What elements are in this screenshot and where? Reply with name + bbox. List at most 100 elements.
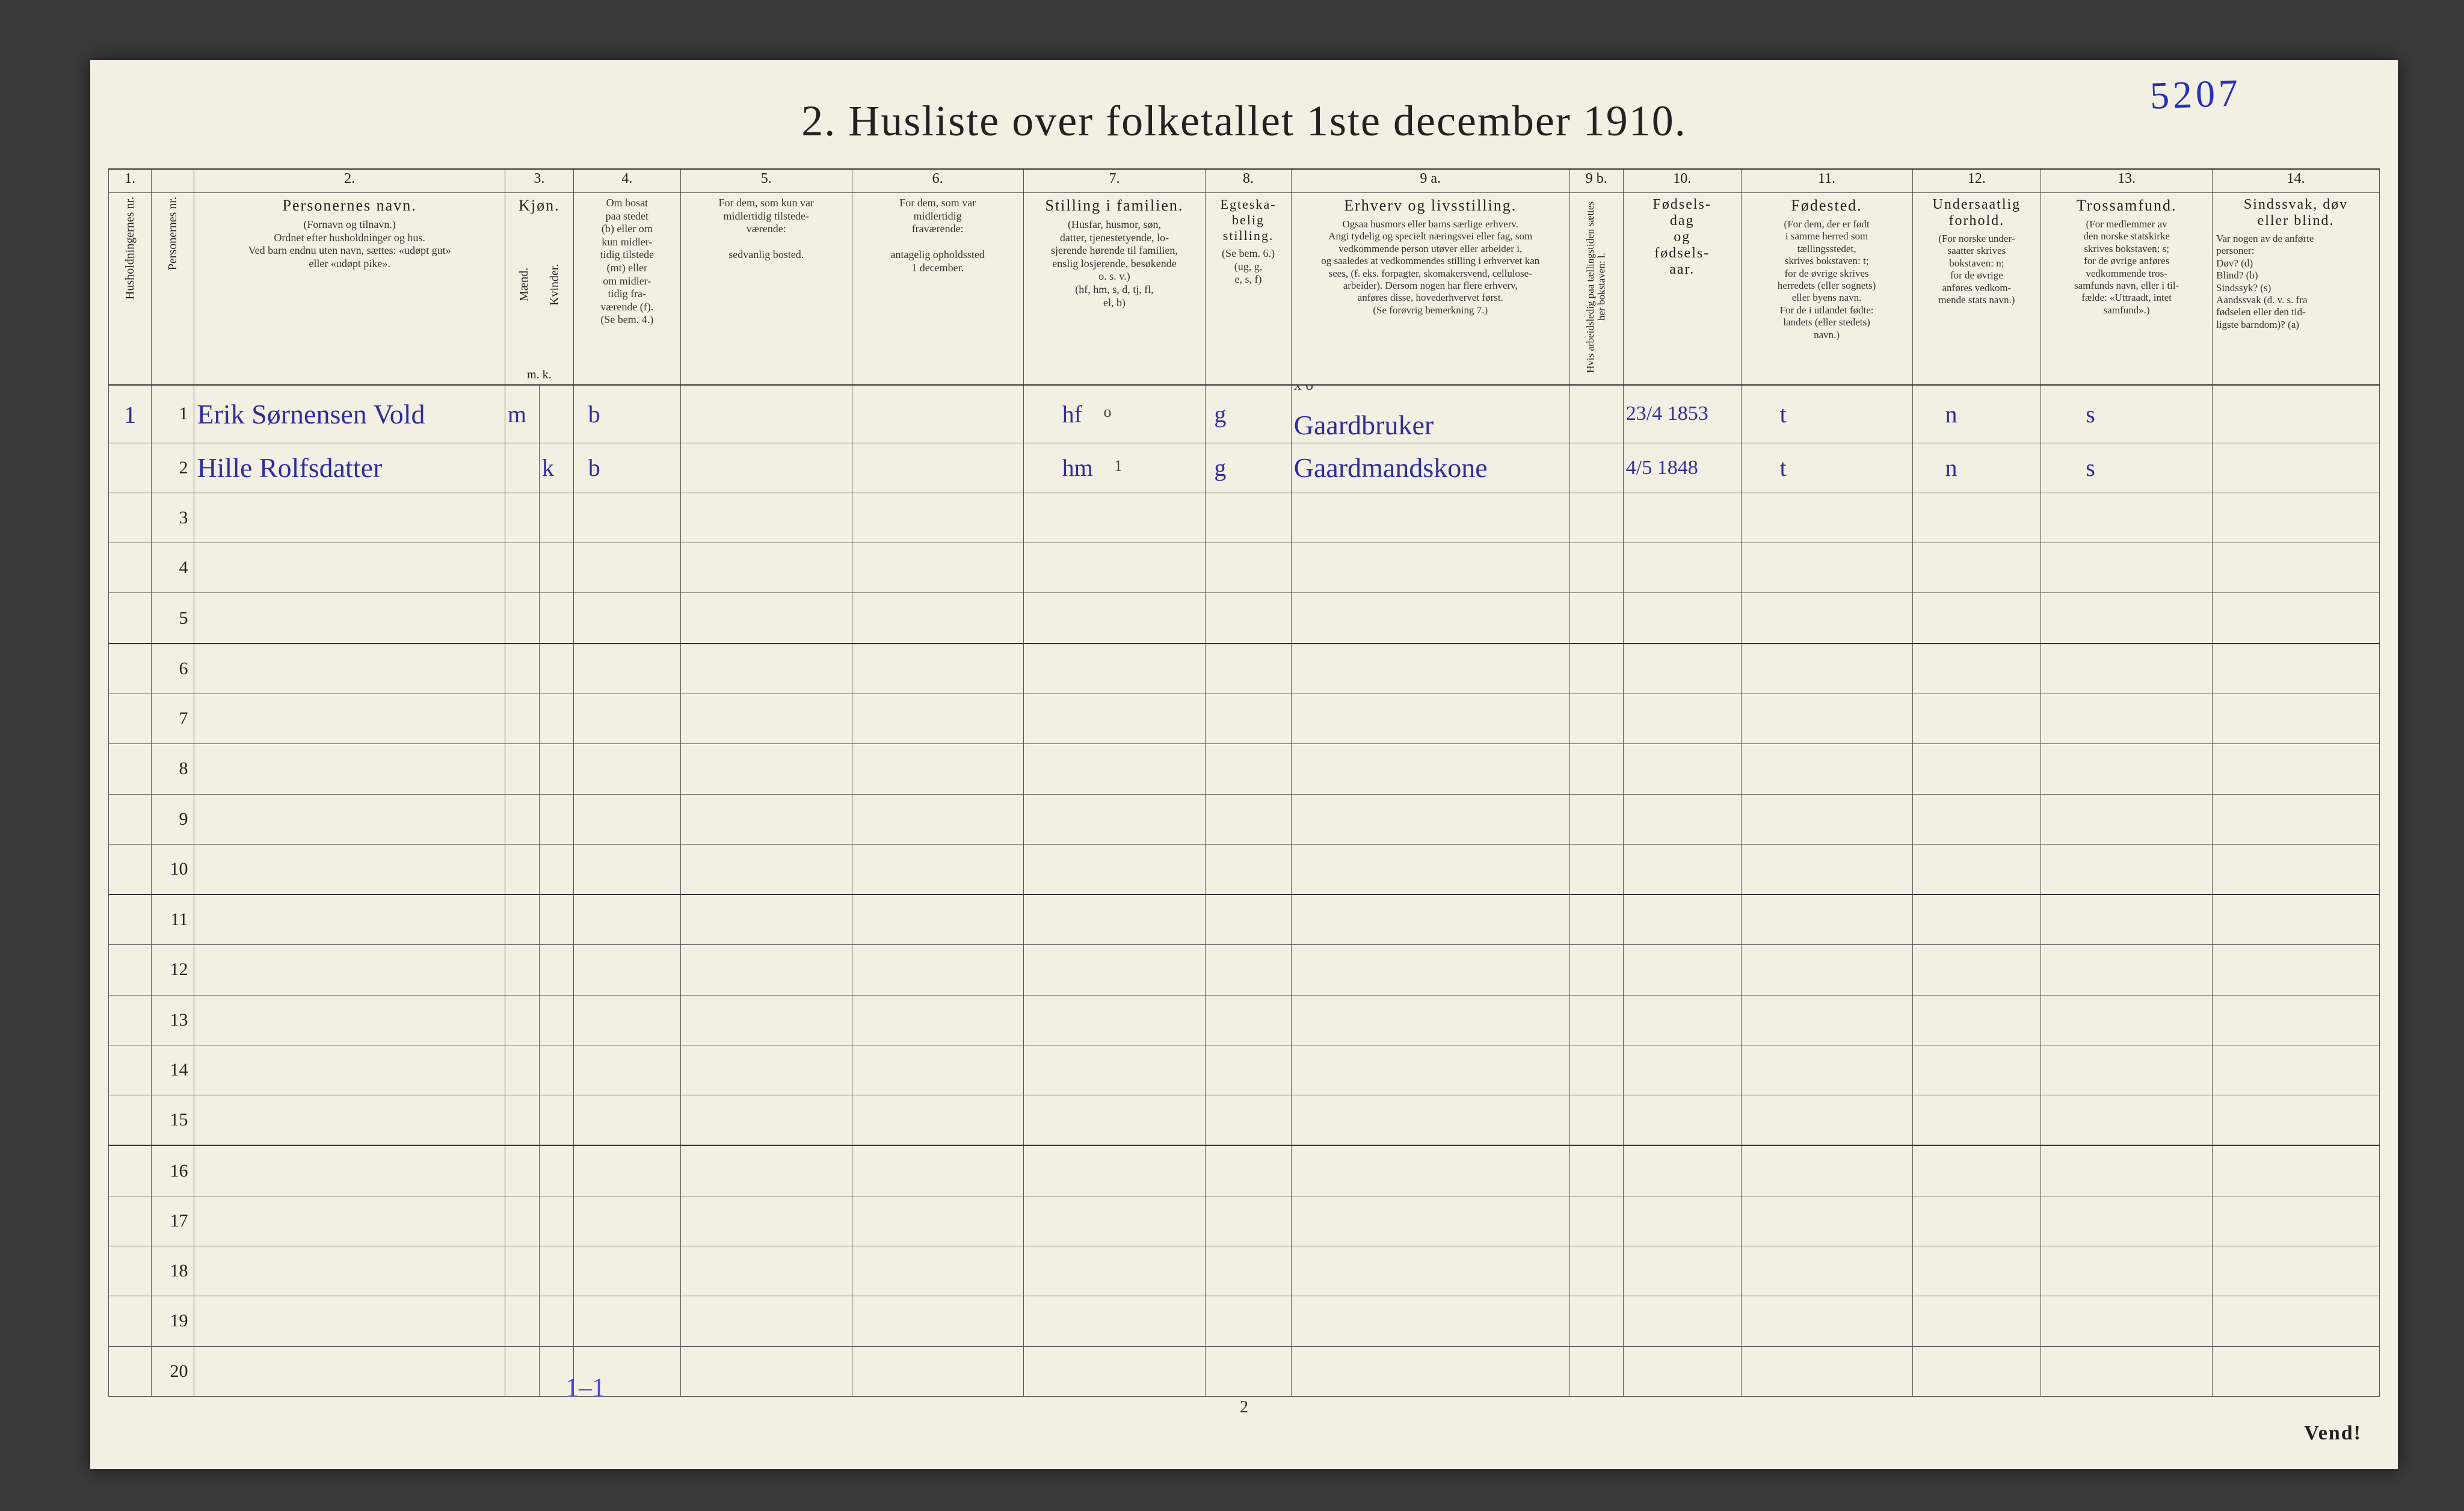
cell-temp-absent xyxy=(852,1246,1023,1296)
cell-occupation xyxy=(1291,1095,1569,1146)
colnum: 4. xyxy=(573,169,680,193)
cell-person-nr: 5 xyxy=(152,593,194,644)
cell-temp-present xyxy=(680,1045,852,1095)
cell-birthplace xyxy=(1741,1095,1912,1146)
cell-sex-m xyxy=(505,1095,539,1146)
table-row: 5 xyxy=(109,593,2380,644)
cell-occupation xyxy=(1291,1296,1569,1346)
cell-sex-k xyxy=(539,1246,573,1296)
cell-birthdate: 23/4 1853 xyxy=(1623,385,1741,443)
cell-household xyxy=(109,493,152,543)
table-row: 4 xyxy=(109,543,2380,593)
cell-unemployed xyxy=(1569,744,1623,794)
cell-residence xyxy=(573,1296,680,1346)
cell-religion xyxy=(2041,1346,2213,1396)
cell-nationality xyxy=(1912,1045,2041,1095)
cell-marital xyxy=(1206,1346,1291,1396)
cell-family-position xyxy=(1023,1196,1206,1246)
cell-family-position: hf o xyxy=(1023,385,1206,443)
cell-household xyxy=(109,1346,152,1396)
cell-temp-present xyxy=(680,694,852,744)
cell-religion xyxy=(2041,844,2213,894)
cell-nationality xyxy=(1912,1095,2041,1146)
cell-temp-absent xyxy=(852,945,1023,995)
cell-marital xyxy=(1206,593,1291,644)
cell-household xyxy=(109,694,152,744)
cell-household xyxy=(109,543,152,593)
cell-occupation xyxy=(1291,945,1569,995)
header-birthplace: Fødested. (For dem, der er født i samme … xyxy=(1741,193,1912,386)
cell-family-position xyxy=(1023,644,1206,694)
colnum: 1. xyxy=(109,169,152,193)
cell-birthplace xyxy=(1741,644,1912,694)
cell-nationality xyxy=(1912,1246,2041,1296)
cell-nationality xyxy=(1912,694,2041,744)
cell-marital xyxy=(1206,644,1291,694)
cell-temp-absent xyxy=(852,1196,1023,1246)
cell-sex-k xyxy=(539,543,573,593)
cell-birthdate xyxy=(1623,543,1741,593)
cell-sex-k xyxy=(539,1145,573,1196)
cell-religion xyxy=(2041,945,2213,995)
cell-residence xyxy=(573,744,680,794)
table-row: 11Erik Sørnensen Voldmbhf ogx oGaardbruk… xyxy=(109,385,2380,443)
colnum: 8. xyxy=(1206,169,1291,193)
cell-temp-present xyxy=(680,1246,852,1296)
cell-birthdate xyxy=(1623,593,1741,644)
cell-marital xyxy=(1206,794,1291,844)
cell-birthplace xyxy=(1741,543,1912,593)
cell-family-position xyxy=(1023,593,1206,644)
cell-birthdate xyxy=(1623,694,1741,744)
cell-household xyxy=(109,945,152,995)
cell-person-nr: 3 xyxy=(152,493,194,543)
cell-birthdate xyxy=(1623,493,1741,543)
cell-person-nr: 4 xyxy=(152,543,194,593)
cell-residence xyxy=(573,945,680,995)
cell-birthplace xyxy=(1741,1346,1912,1396)
cell-temp-absent xyxy=(852,694,1023,744)
cell-residence xyxy=(573,543,680,593)
header-occupation: Erhverv og livsstilling. Ogsaa husmors e… xyxy=(1291,193,1569,386)
cell-person-nr: 1 xyxy=(152,385,194,443)
colnum: 12. xyxy=(1912,169,2041,193)
cell-occupation xyxy=(1291,995,1569,1045)
cell-name xyxy=(194,894,505,945)
cell-occupation xyxy=(1291,844,1569,894)
cell-sex-k xyxy=(539,1196,573,1246)
cell-religion xyxy=(2041,995,2213,1045)
cell-religion xyxy=(2041,794,2213,844)
cell-birthplace xyxy=(1741,593,1912,644)
cell-birthdate xyxy=(1623,1246,1741,1296)
cell-family-position xyxy=(1023,1246,1206,1296)
cell-nationality: n xyxy=(1912,443,2041,493)
cell-religion xyxy=(2041,493,2213,543)
cell-sex-k xyxy=(539,1045,573,1095)
cell-temp-present xyxy=(680,493,852,543)
cell-religion xyxy=(2041,593,2213,644)
cell-nationality xyxy=(1912,794,2041,844)
cell-sex-k xyxy=(539,493,573,543)
header-residence: Om bosat paa stedet (b) eller om kun mid… xyxy=(573,193,680,386)
cell-temp-absent xyxy=(852,543,1023,593)
cell-unemployed xyxy=(1569,1145,1623,1196)
cell-name xyxy=(194,694,505,744)
cell-person-nr: 20 xyxy=(152,1346,194,1396)
cell-person-nr: 7 xyxy=(152,694,194,744)
cell-person-nr: 9 xyxy=(152,794,194,844)
cell-occupation: x oGaardbruker xyxy=(1291,385,1569,443)
cell-temp-present xyxy=(680,1145,852,1196)
cell-disability xyxy=(2213,1045,2380,1095)
cell-name xyxy=(194,543,505,593)
header-temp-absent: For dem, som var midlertidig fraværende:… xyxy=(852,193,1023,386)
cell-birthdate xyxy=(1623,894,1741,945)
turn-page-label: Vend! xyxy=(2304,1422,2362,1445)
table-row: 9 xyxy=(109,794,2380,844)
table-row: 12 xyxy=(109,945,2380,995)
cell-disability xyxy=(2213,593,2380,644)
cell-birthplace xyxy=(1741,493,1912,543)
cell-sex-m xyxy=(505,694,539,744)
cell-sex-m xyxy=(505,1145,539,1196)
cell-sex-k xyxy=(539,1095,573,1146)
cell-family-position xyxy=(1023,1145,1206,1196)
header-disability: Sindssvak, døv eller blind. Var nogen av… xyxy=(2213,193,2380,386)
